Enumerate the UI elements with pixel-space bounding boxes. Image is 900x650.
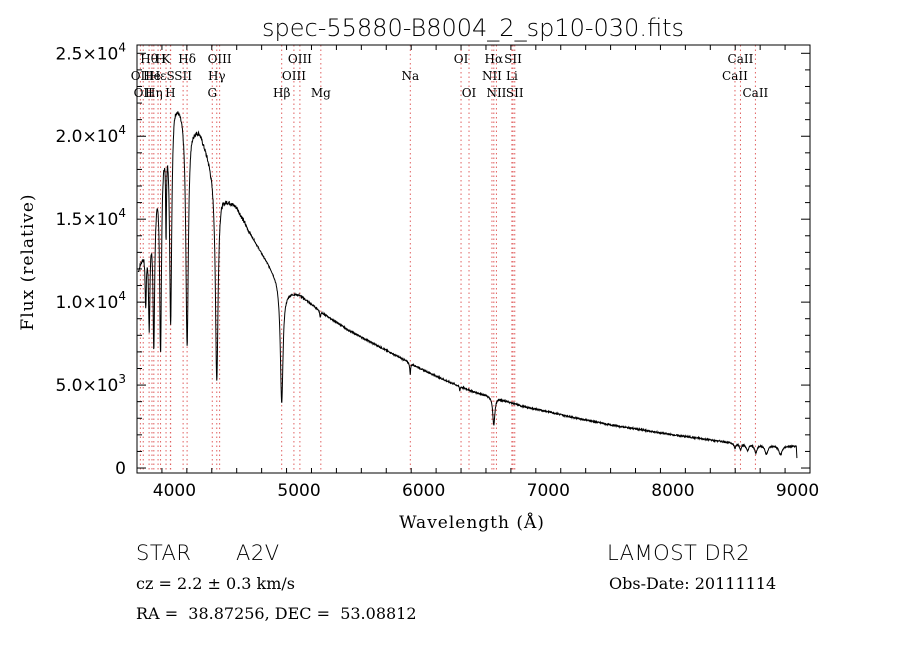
line-marker-label: NII	[482, 69, 502, 83]
x-axis-ticks: 4000 5000 6000 7000 8000 9000	[136, 45, 819, 501]
y-tick-label: 1.0×104	[55, 289, 126, 313]
line-marker-label: Hβ	[273, 86, 290, 100]
line-marker-label: OI	[462, 86, 477, 100]
y-tick-label: 0	[115, 459, 126, 479]
spectrum-line	[137, 111, 798, 459]
line-marker-label: Hδ	[178, 52, 196, 66]
line-marker-label: Na	[401, 69, 419, 83]
redshift-readout: cz = 2.2 ± 0.3 km/s	[136, 574, 295, 593]
line-marker-label: H	[155, 52, 165, 66]
line-marker-label: OIII	[288, 52, 312, 66]
y-tick-label: 1.5×104	[55, 206, 126, 230]
x-tick-label: 5000	[277, 481, 320, 501]
line-marker-label: S	[167, 69, 175, 83]
line-marker-label: K	[162, 52, 172, 66]
line-marker-label: OII	[131, 69, 151, 83]
line-marker-label: Li	[506, 69, 518, 83]
y-tick-label: 2.5×104	[55, 40, 126, 64]
y-axis-label: Flux (relative)	[18, 193, 38, 330]
line-marker-label: Hγ	[208, 69, 226, 83]
line-markers	[139, 45, 756, 473]
line-marker-label: He	[143, 69, 161, 83]
line-marker-label: SII	[506, 86, 524, 100]
line-marker-label: Hθ	[140, 52, 158, 66]
line-marker-label: CaII	[722, 69, 748, 83]
line-marker-label: H	[165, 86, 175, 100]
y-tick-label: 5.0×103	[55, 372, 126, 396]
line-marker-label: OII	[134, 86, 154, 100]
line-marker-label: CaII	[728, 52, 754, 66]
line-marker-label: OIII	[282, 69, 306, 83]
line-marker-label: CaII	[742, 86, 768, 100]
x-tick-label: 8000	[651, 481, 694, 501]
y-axis-ticks: 0 5.0×103 1.0×104 1.5×104 2.0×104 2.5×104	[55, 40, 810, 479]
object-subclass: A2V	[236, 541, 280, 565]
observation-date: Obs-Date: 20111114	[609, 574, 777, 593]
line-marker-label: OI	[454, 52, 469, 66]
x-tick-label: 7000	[527, 481, 570, 501]
x-tick-label: 4000	[153, 481, 196, 501]
line-marker-label: Hε	[150, 69, 167, 83]
line-marker-label: Hη	[145, 86, 163, 100]
y-tick-label: 2.0×104	[55, 123, 126, 147]
line-marker-label: G	[207, 86, 217, 100]
plot-frame	[136, 44, 811, 474]
x-tick-label: 6000	[402, 481, 445, 501]
line-marker-label: OIII	[208, 52, 232, 66]
line-marker-label: SII	[504, 52, 522, 66]
chart-title: spec-55880-B8004_2_sp10-030.fits	[262, 14, 684, 42]
x-tick-label: 9000	[776, 481, 819, 501]
survey-name: LAMOST DR2	[607, 541, 751, 565]
line-marker-label: NII	[486, 86, 506, 100]
line-marker-label: SII	[174, 69, 192, 83]
object-class: STAR	[136, 541, 192, 565]
coordinates-readout: RA = 38.87256, DEC = 53.08812	[136, 604, 417, 623]
line-marker-label: Mg	[311, 86, 331, 100]
x-axis-label: Wavelength (Å)	[399, 512, 545, 533]
line-marker-label: Hα	[485, 52, 504, 66]
